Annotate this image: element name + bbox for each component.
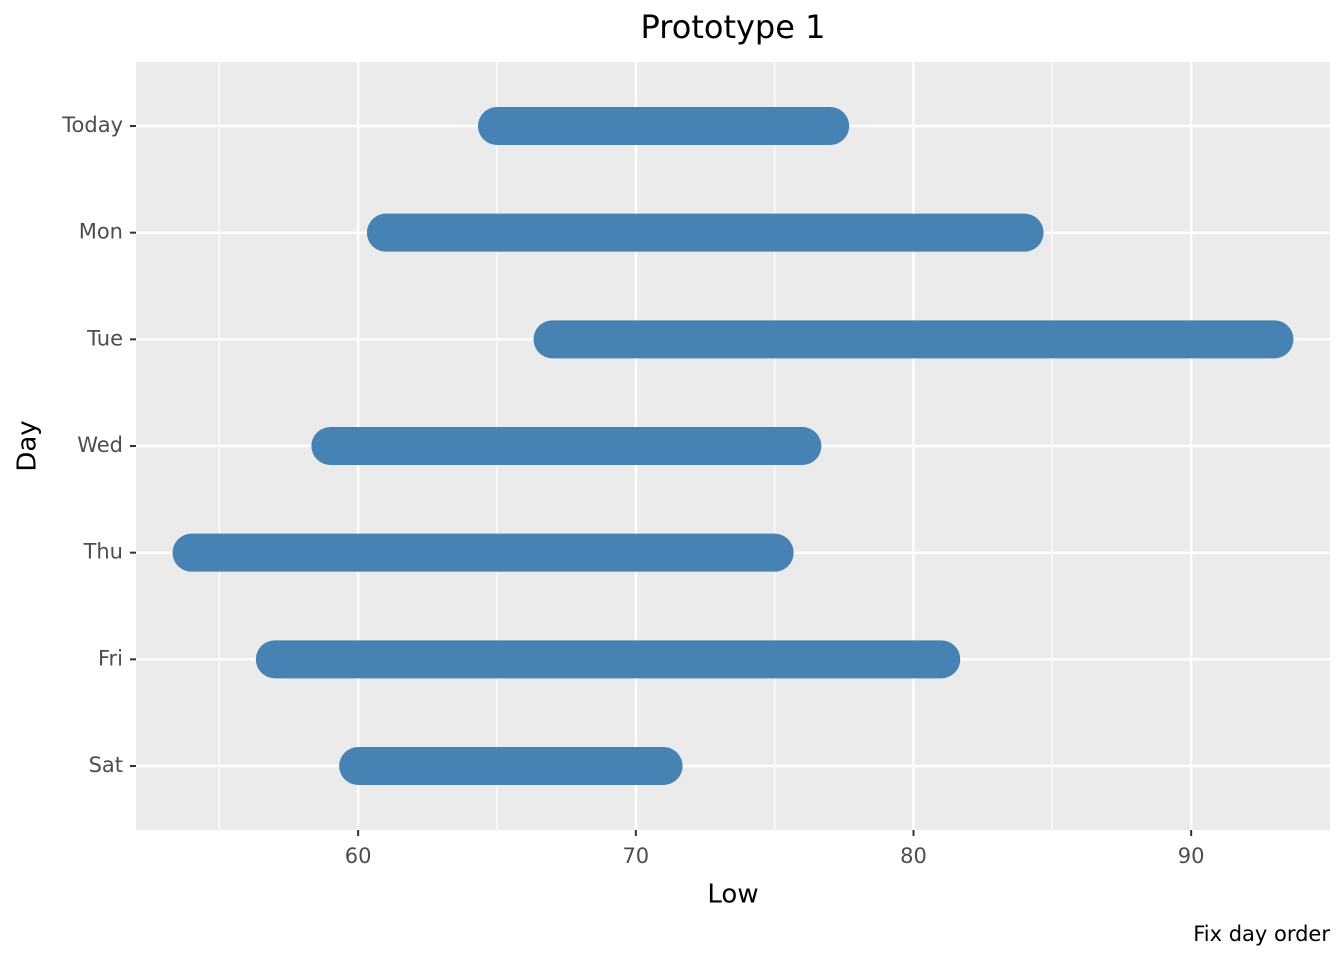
x-axis-title: Low — [707, 880, 758, 910]
y-tick-label: Wed — [77, 433, 123, 457]
chart-title: Prototype 1 — [641, 8, 826, 46]
x-tick-label: 90 — [1178, 844, 1205, 868]
y-axis-title: Day — [13, 420, 43, 471]
x-tick-label: 60 — [345, 844, 372, 868]
y-tick-label: Thu — [83, 540, 123, 564]
y-tick-label: Sat — [89, 753, 123, 777]
y-tick-label: Today — [61, 113, 123, 137]
y-tick-label: Fri — [98, 646, 123, 670]
caption: Fix day order — [1193, 922, 1330, 946]
y-tick-label: Tue — [86, 326, 123, 350]
y-tick-label: Mon — [79, 220, 123, 244]
x-tick-label: 80 — [900, 844, 927, 868]
x-tick-label: 70 — [622, 844, 649, 868]
